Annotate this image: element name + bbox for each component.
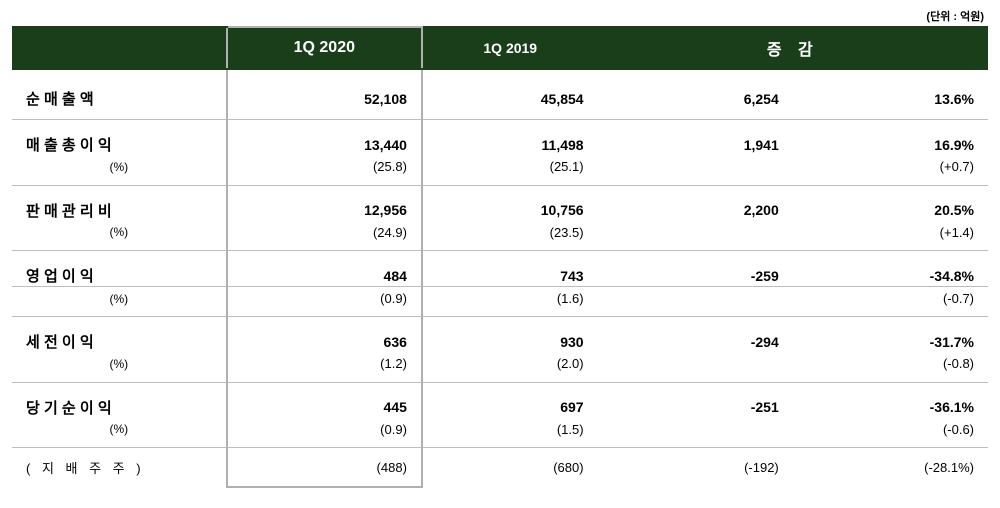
- cell: (0.9): [227, 287, 422, 317]
- label-controlling: ( 지 배 주 주 ): [12, 448, 227, 488]
- cell: (+1.4): [793, 221, 988, 251]
- label-net-income: 당 기 순 이 익: [12, 382, 227, 418]
- income-statement-table: 1Q 2020 1Q 2019 증 감 순 매 출 액 52,108 45,85…: [12, 26, 988, 488]
- label-sub: (%): [12, 287, 227, 317]
- cell: 10,756: [422, 185, 598, 221]
- cell: [598, 352, 793, 382]
- cell: -34.8%: [793, 251, 988, 287]
- label-sub: (%): [12, 418, 227, 448]
- cell: 484: [227, 251, 422, 287]
- cell: (-0.8): [793, 352, 988, 382]
- cell: -294: [598, 317, 793, 353]
- cell: (680): [422, 448, 598, 488]
- row-net-sales: 순 매 출 액 52,108 45,854 6,254 13.6%: [12, 69, 988, 120]
- label-sub: (%): [12, 155, 227, 185]
- cell: 743: [422, 251, 598, 287]
- cell: (1.6): [422, 287, 598, 317]
- cell: (-0.7): [793, 287, 988, 317]
- cell: (-0.6): [793, 418, 988, 448]
- cell: -36.1%: [793, 382, 988, 418]
- cell: (-192): [598, 448, 793, 488]
- cell: 636: [227, 317, 422, 353]
- cell: [598, 287, 793, 317]
- cell: [598, 221, 793, 251]
- row-sga-pct: (%) (24.9) (23.5) (+1.4): [12, 221, 988, 251]
- row-op-income: 영 업 이 익 484 743 -259 -34.8%: [12, 251, 988, 287]
- label-sub: (%): [12, 221, 227, 251]
- cell: -31.7%: [793, 317, 988, 353]
- cell: 1,941: [598, 120, 793, 156]
- cell: (25.1): [422, 155, 598, 185]
- cell: 13,440: [227, 120, 422, 156]
- cell: -259: [598, 251, 793, 287]
- cell: 20.5%: [793, 185, 988, 221]
- row-gross-profit: 매 출 총 이 익 13,440 11,498 1,941 16.9%: [12, 120, 988, 156]
- label-net-sales: 순 매 출 액: [12, 69, 227, 120]
- label-gross-profit: 매 출 총 이 익: [12, 120, 227, 156]
- cell: 2,200: [598, 185, 793, 221]
- cell: 16.9%: [793, 120, 988, 156]
- row-pretax: 세 전 이 익 636 930 -294 -31.7%: [12, 317, 988, 353]
- label-sga: 판 매 관 리 비: [12, 185, 227, 221]
- label-pretax: 세 전 이 익: [12, 317, 227, 353]
- cell: (1.5): [422, 418, 598, 448]
- col-1q2019: 1Q 2019: [422, 27, 598, 69]
- cell: (+0.7): [793, 155, 988, 185]
- cell: 6,254: [598, 69, 793, 120]
- cell: (23.5): [422, 221, 598, 251]
- cell: (488): [227, 448, 422, 488]
- cell: 930: [422, 317, 598, 353]
- cell: 45,854: [422, 69, 598, 120]
- cell: (-28.1%): [793, 448, 988, 488]
- col-label: [12, 27, 227, 69]
- row-net-income: 당 기 순 이 익 445 697 -251 -36.1%: [12, 382, 988, 418]
- cell: 697: [422, 382, 598, 418]
- cell: -251: [598, 382, 793, 418]
- cell: (2.0): [422, 352, 598, 382]
- col-change: 증 감: [598, 27, 988, 69]
- row-pretax-pct: (%) (1.2) (2.0) (-0.8): [12, 352, 988, 382]
- row-gross-profit-pct: (%) (25.8) (25.1) (+0.7): [12, 155, 988, 185]
- table-header-row: 1Q 2020 1Q 2019 증 감: [12, 27, 988, 69]
- cell: 13.6%: [793, 69, 988, 120]
- row-sga: 판 매 관 리 비 12,956 10,756 2,200 20.5%: [12, 185, 988, 221]
- col-1q2020: 1Q 2020: [227, 27, 422, 69]
- cell: 52,108: [227, 69, 422, 120]
- label-op-income: 영 업 이 익: [12, 251, 227, 287]
- cell: (0.9): [227, 418, 422, 448]
- row-net-income-pct: (%) (0.9) (1.5) (-0.6): [12, 418, 988, 448]
- cell: 12,956: [227, 185, 422, 221]
- cell: (25.8): [227, 155, 422, 185]
- label-sub: (%): [12, 352, 227, 382]
- unit-note: (단위 : 억원): [12, 8, 984, 24]
- cell: [598, 418, 793, 448]
- row-op-income-pct: (%) (0.9) (1.6) (-0.7): [12, 287, 988, 317]
- row-controlling: ( 지 배 주 주 ) (488) (680) (-192) (-28.1%): [12, 448, 988, 488]
- cell: 445: [227, 382, 422, 418]
- cell: (24.9): [227, 221, 422, 251]
- cell: (1.2): [227, 352, 422, 382]
- cell: [598, 155, 793, 185]
- cell: 11,498: [422, 120, 598, 156]
